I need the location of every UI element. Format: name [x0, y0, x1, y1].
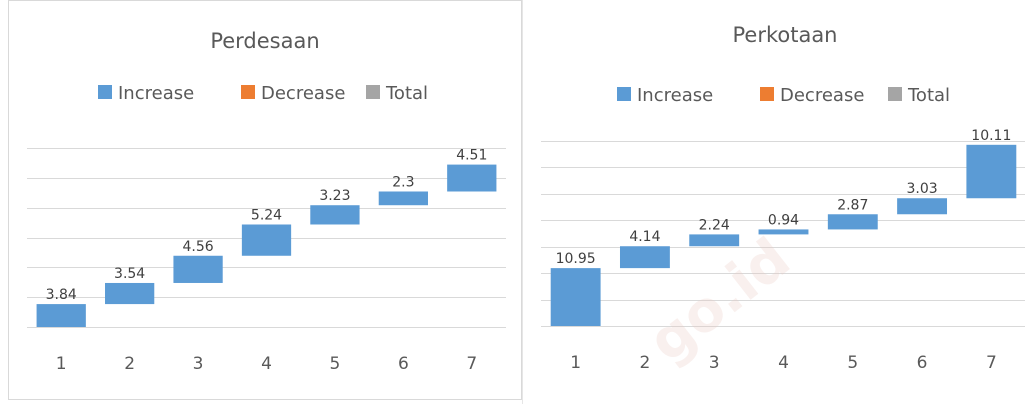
x-axis-ticks: 1 2 3 4 5 6 7 — [56, 354, 477, 374]
bar-5 — [310, 205, 360, 225]
data-label: 4.56 — [182, 239, 213, 255]
data-label: 10.95 — [556, 251, 596, 267]
data-label: 3.54 — [114, 266, 145, 282]
chart-title: Perkotaan — [732, 23, 837, 47]
x-tick-label: 2 — [124, 354, 135, 374]
bar-7 — [966, 144, 1017, 199]
bar-6 — [378, 191, 428, 206]
x-tick-label: 3 — [193, 354, 204, 374]
bar-4 — [758, 229, 809, 235]
x-tick-label: 2 — [640, 353, 651, 373]
data-label: 2.3 — [392, 174, 414, 190]
legend-label-increase: Increase — [637, 85, 713, 106]
bar-3 — [173, 255, 223, 283]
data-label: 0.94 — [768, 212, 799, 228]
legend-label-increase: Increase — [118, 83, 194, 104]
data-label: 3.84 — [46, 287, 77, 303]
legend-label-total: Total — [907, 85, 950, 106]
data-labels: 10.95 4.14 2.24 0.94 2.87 3.03 10.11 — [556, 128, 1012, 267]
legend: Increase Decrease Total — [98, 83, 428, 104]
legend: Increase Decrease Total — [617, 85, 950, 106]
legend-swatch-total — [888, 87, 902, 101]
x-tick-label: 6 — [917, 353, 928, 373]
legend-swatch-increase — [617, 87, 631, 101]
legend-label-decrease: Decrease — [780, 85, 864, 106]
x-tick-label: 1 — [56, 354, 67, 374]
legend-label-total: Total — [385, 83, 428, 104]
bar-6 — [897, 198, 948, 215]
chart-panel-perdesaan: Perdesaan Increase Decrease Total 3.84 3.… — [8, 0, 522, 400]
data-label: 2.87 — [837, 197, 868, 213]
legend-swatch-increase — [98, 85, 112, 99]
data-label: 3.03 — [906, 181, 937, 197]
x-tick-label: 1 — [570, 353, 581, 373]
bar-1 — [36, 304, 86, 327]
chart-perkotaan: Perkotaan Increase Decrease Total 10.95 4… — [541, 23, 1025, 373]
legend-swatch-total — [366, 85, 380, 99]
x-tick-label: 4 — [778, 353, 789, 373]
legend-swatch-decrease — [760, 87, 774, 101]
data-label: 4.14 — [629, 229, 660, 245]
data-label: 10.11 — [971, 128, 1011, 144]
bar-2 — [619, 246, 670, 269]
bar-1 — [550, 268, 601, 326]
x-tick-label: 7 — [466, 354, 477, 374]
x-tick-label: 5 — [847, 353, 858, 373]
bars — [550, 144, 1017, 326]
bar-4 — [241, 224, 292, 256]
bar-5 — [827, 214, 878, 230]
data-label: 2.24 — [699, 217, 730, 233]
legend-swatch-decrease — [241, 85, 255, 99]
chart-perdesaan: Perdesaan Increase Decrease Total 3.843.… — [27, 29, 506, 374]
x-tick-label: 5 — [330, 354, 341, 374]
data-labels: 3.84 3.54 4.56 5.24 3.23 2.3 4.51 — [46, 148, 488, 304]
chart-panel-perkotaan: Perkotaan Increase Decrease Total 10.95 4… — [522, 0, 1025, 404]
data-label: 4.51 — [456, 148, 487, 164]
legend-label-decrease: Decrease — [261, 83, 345, 104]
x-axis-ticks: 1 2 3 4 5 6 7 — [570, 353, 997, 373]
data-label: 3.23 — [319, 188, 350, 204]
bar-3 — [689, 234, 740, 247]
bar-2 — [105, 282, 155, 305]
bar-7 — [447, 164, 497, 192]
bars — [36, 164, 497, 327]
x-tick-label: 4 — [261, 354, 272, 374]
chart-title: Perdesaan — [210, 29, 319, 53]
x-tick-label: 7 — [986, 353, 997, 373]
x-tick-label: 3 — [709, 353, 720, 373]
data-label: 5.24 — [251, 207, 282, 223]
x-tick-label: 6 — [398, 354, 409, 374]
